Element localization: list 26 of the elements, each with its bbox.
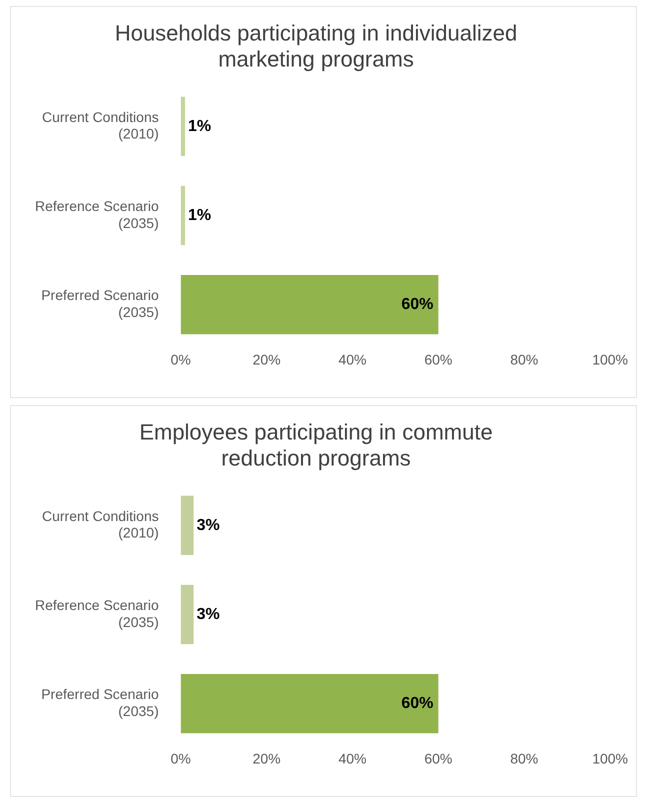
y-tick-label: Current Conditions (2010) [42, 508, 159, 541]
data-label: 60% [401, 695, 434, 712]
y-tick-label: Preferred Scenario (2035) [41, 686, 159, 719]
x-tick-label: 100% [592, 351, 628, 368]
chart-title: Households participating in individualized marketing programs [114, 20, 518, 72]
y-tick-label: Reference Scenario (2035) [34, 596, 159, 630]
data-label: 1% [188, 206, 212, 224]
x-tick-label: 80% [510, 351, 538, 368]
data-label: 3% [196, 606, 220, 623]
data-label: 60% [401, 296, 434, 314]
x-tick-label: 20% [252, 351, 281, 368]
chart-title: Employees participating in commute reduction programs [139, 419, 493, 471]
x-tick-label: 80% [510, 750, 538, 766]
x-tick-label: 20% [252, 750, 281, 766]
x-tick-label: 0% [170, 750, 191, 766]
x-tick-label: 60% [424, 351, 452, 368]
x-tick-label: 40% [338, 750, 366, 766]
x-tick-label: 40% [338, 351, 366, 368]
y-tick-label: Preferred Scenario (2035) [41, 287, 159, 320]
x-tick-label: 60% [424, 750, 452, 766]
y-tick-label: Current Conditions (2010) [42, 108, 159, 142]
data-label: 1% [188, 118, 212, 135]
x-tick-label: 100% [592, 750, 628, 766]
x-tick-label: 0% [170, 351, 191, 368]
data-label: 3% [196, 516, 220, 534]
y-tick-label: Reference Scenario (2035) [34, 198, 159, 231]
